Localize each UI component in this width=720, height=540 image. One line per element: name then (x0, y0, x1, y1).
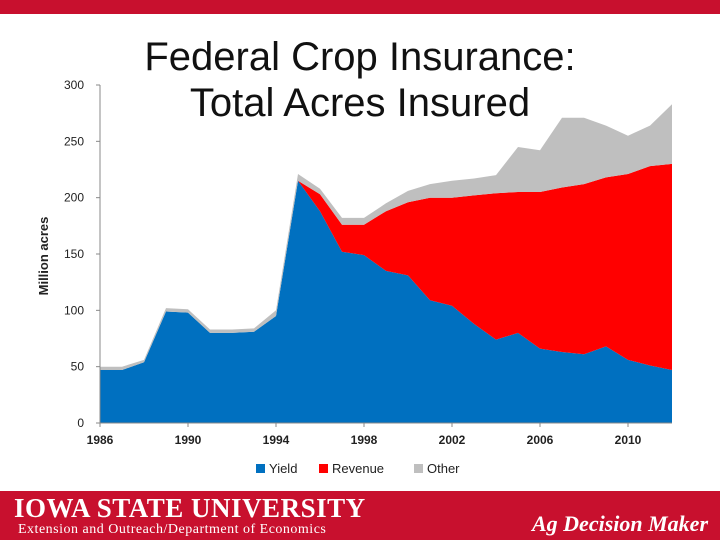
department-text: Extension and Outreach/Department of Eco… (18, 522, 327, 537)
slide-title-line-2: Total Acres Insured (189, 81, 531, 125)
y-tick-label: 250 (64, 134, 84, 148)
x-tick-label: 1986 (87, 433, 114, 447)
y-tick-label: 50 (71, 360, 85, 374)
legend-label-other: Other (427, 461, 460, 476)
x-tick-label: 1994 (263, 433, 290, 447)
y-tick-label: 150 (64, 247, 84, 261)
y-axis-label: Million acres (36, 217, 51, 296)
legend-swatch-revenue (319, 464, 328, 473)
top-accent-bar (0, 0, 720, 14)
slide-title-line-1: Federal Crop Insurance: (144, 35, 576, 79)
x-tick-label: 2010 (615, 433, 642, 447)
y-tick-label: 100 (64, 303, 84, 317)
legend-swatch-yield (256, 464, 265, 473)
legend-swatch-other (414, 464, 423, 473)
area-other (100, 104, 672, 370)
y-tick-label: 200 (64, 191, 84, 205)
ag-decision-maker-logo: Ag Decision Maker (532, 511, 708, 536)
legend-label-revenue: Revenue (332, 461, 384, 476)
x-tick-label: 1998 (351, 433, 378, 447)
x-tick-label: 1990 (175, 433, 202, 447)
footer-bar: IOWA STATE UNIVERSITY Extension and Outr… (0, 491, 720, 540)
legend-label-yield: Yield (269, 461, 297, 476)
area-yield (100, 180, 672, 423)
x-tick-label: 2006 (527, 433, 554, 447)
x-tick-label: 2002 (439, 433, 466, 447)
university-wordmark: IOWA STATE UNIVERSITY (14, 493, 366, 523)
acres-insured-chart: 0 50 100 150 200 250 300 1986 1990 1994 1998 2002 20… (36, 78, 672, 476)
slide-title: Federal Crop Insurance: Total Acres Insu… (100, 34, 620, 126)
area-revenue (100, 163, 672, 370)
y-tick-label: 0 (77, 416, 84, 430)
y-tick-label: 300 (64, 78, 84, 92)
